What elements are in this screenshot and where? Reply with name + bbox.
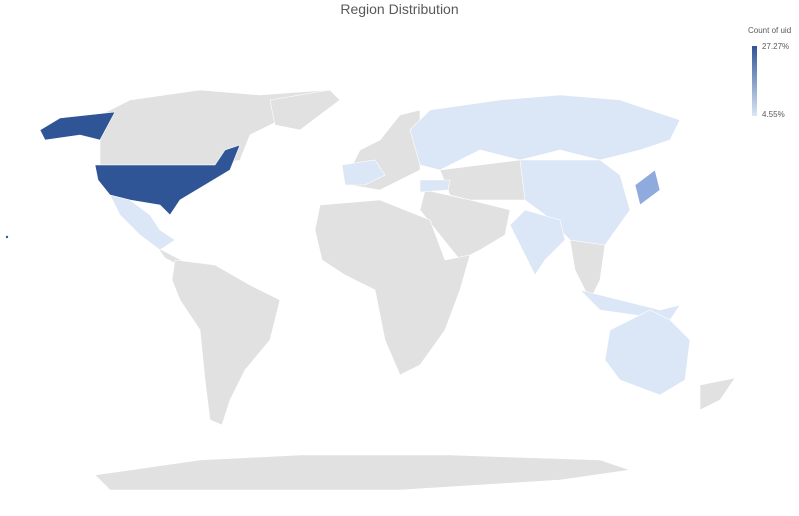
region-hawaii [5,235,9,239]
region-turkey [419,179,451,193]
region-africa [314,199,471,376]
region-south-america [171,259,281,426]
region-australia [604,309,691,396]
legend-min-label: 4.55% [762,110,785,119]
region-alaska [39,111,116,141]
legend-gradient-bar [752,46,757,116]
region-middle-east [419,189,511,261]
region-russia [409,94,681,171]
region-indonesia [579,289,681,321]
region-new-zealand [699,377,736,411]
region-japan [634,169,661,206]
region-china [519,159,631,246]
region-greenland [269,89,341,131]
region-mexico [109,194,176,251]
region-india [509,209,566,276]
region-antarctica [94,454,631,491]
legend-max-label: 27.27% [762,42,790,51]
chart-title: Region Distribution [340,1,459,17]
legend-title: Count of uid [748,26,792,35]
region-southeast-asia [569,239,606,301]
region-france [341,159,386,186]
